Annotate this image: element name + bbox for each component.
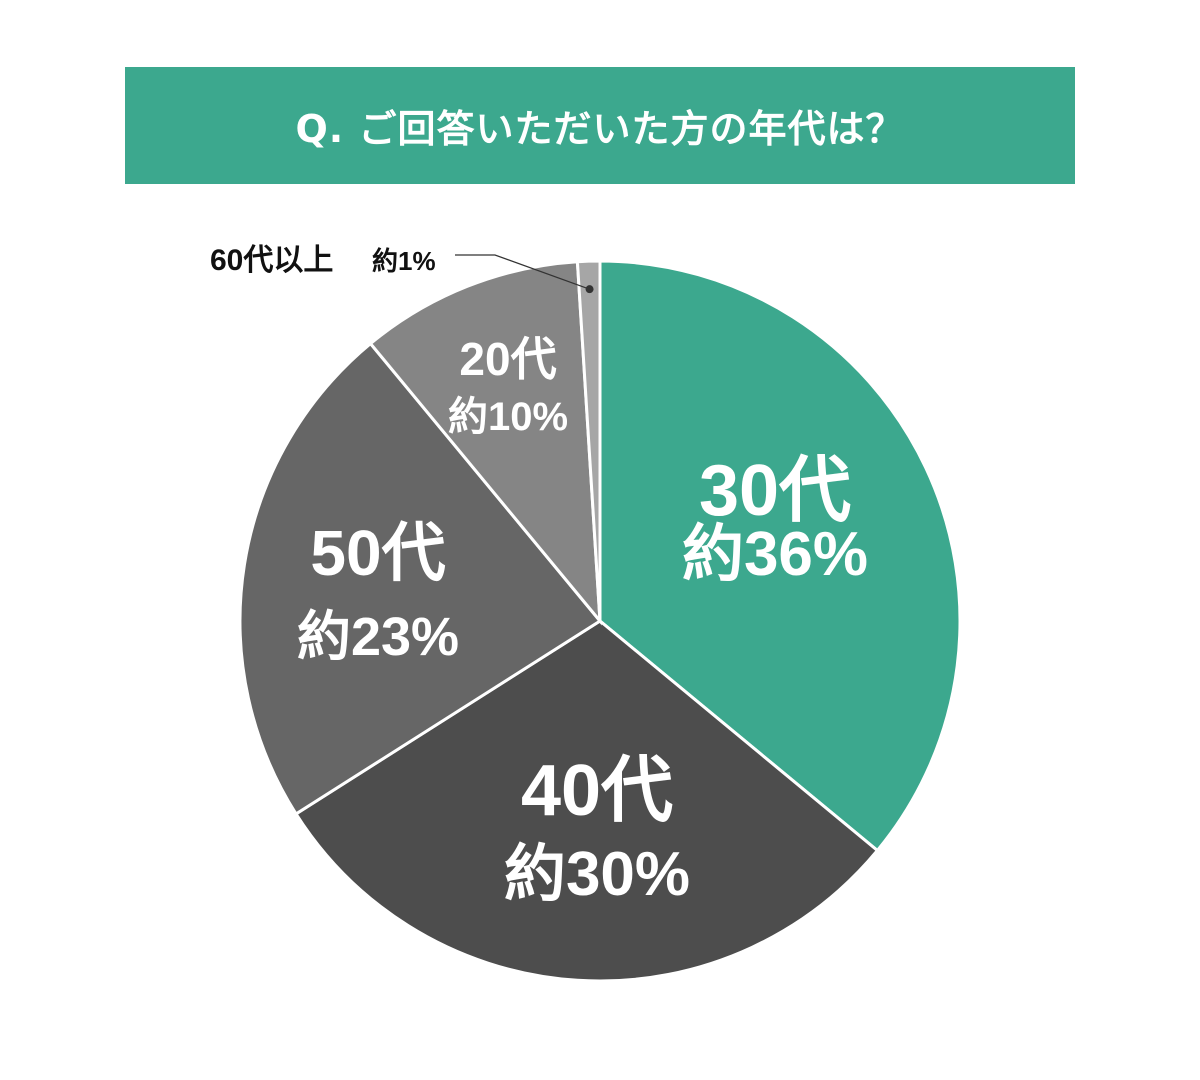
slice-label: 60代以上 [210, 244, 333, 277]
chart-title: Q. ご回答いただいた方の年代は？ [295, 107, 905, 151]
slice-value-label: 約23% [297, 607, 459, 667]
title-banner: Q. ご回答いただいた方の年代は？ [125, 67, 1075, 184]
slice-label: 50代 [310, 517, 445, 589]
leader-line [455, 254, 590, 290]
slice-value-label: 約1% [372, 246, 436, 276]
pie-slice-2 [238, 341, 603, 816]
pie-slice-1 [293, 619, 880, 983]
slice-label: 20代 [459, 333, 556, 385]
pie-slice-3 [368, 260, 602, 626]
slice-label: 40代 [521, 751, 673, 831]
slice-label: 30代 [699, 451, 851, 531]
pie-slice-4 [575, 259, 602, 622]
pie-slice-0 [598, 259, 962, 853]
slice-value-label: 約36% [682, 520, 868, 589]
slice-value-label: 約10% [448, 395, 568, 439]
slice-value-label: 約30% [504, 840, 690, 909]
leader-dot [585, 285, 594, 294]
